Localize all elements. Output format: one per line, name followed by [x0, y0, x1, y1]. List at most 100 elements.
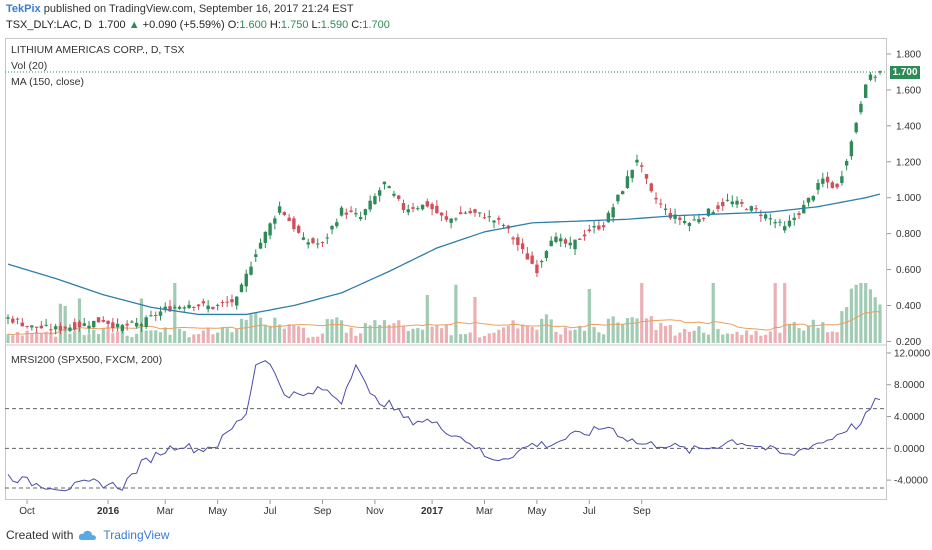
low-value: 1.590 — [320, 19, 349, 31]
candle-body — [687, 222, 692, 226]
volume-bar — [187, 337, 191, 343]
candle-body — [444, 216, 449, 220]
candle-body — [263, 231, 268, 243]
volume-bar — [459, 334, 463, 343]
price-tick-label: 0.400 — [896, 301, 921, 312]
volume-bar — [392, 323, 396, 343]
volume-bar — [173, 283, 177, 343]
moving-average-line — [7, 193, 881, 316]
volume-bar — [249, 314, 253, 343]
volume-bar — [640, 283, 644, 343]
volume-bar — [511, 320, 515, 343]
volume-bar — [501, 327, 506, 343]
candle-body — [25, 325, 29, 327]
candle-body — [649, 183, 653, 192]
volume-bar — [878, 304, 882, 343]
volume-bar — [311, 336, 315, 343]
volume-bar — [320, 333, 325, 343]
volume-bar — [463, 334, 468, 343]
candle-body — [39, 325, 44, 329]
volume-bar — [830, 331, 834, 343]
volume-bar — [354, 335, 358, 343]
tradingview-brand-link[interactable]: TradingView — [103, 528, 170, 542]
volume-bar — [783, 283, 787, 343]
volume-bar — [678, 332, 682, 343]
volume-bar — [220, 327, 225, 343]
candle-body — [73, 322, 77, 330]
volume-bar — [754, 330, 758, 343]
volume-legend[interactable]: Vol (20) — [11, 60, 48, 72]
volume-bar — [487, 333, 491, 343]
candle-body — [468, 210, 472, 214]
published-text: published on TradingView.com, September … — [43, 3, 354, 15]
volume-bar — [554, 331, 558, 343]
candle-body — [701, 218, 706, 220]
volume-bar — [406, 330, 410, 343]
last-price: 1.700 — [98, 19, 126, 31]
candle-body — [601, 225, 606, 228]
candle-body — [730, 201, 734, 205]
volume-bar — [435, 325, 439, 343]
mrsi-legend[interactable]: MRSI200 (SPX500, FXCM, 200) — [11, 354, 163, 366]
volume-bar — [806, 325, 811, 343]
candle-body — [225, 301, 229, 303]
volume-bar — [101, 328, 105, 343]
candle-body — [754, 208, 758, 210]
candle-body — [254, 254, 258, 257]
volume-bar — [144, 330, 148, 343]
volume-bar — [25, 330, 29, 343]
volume-bar — [106, 326, 110, 343]
ma-legend[interactable]: MA (150, close) — [11, 76, 84, 88]
volume-bar — [845, 307, 849, 343]
volume-bar — [778, 332, 782, 343]
candle-body — [49, 329, 53, 331]
volume-bar — [197, 334, 201, 343]
candle-body — [439, 212, 444, 216]
volume-bar — [740, 334, 744, 343]
time-tick-label: Sep — [314, 506, 332, 517]
volume-bar — [673, 335, 677, 343]
candle-body — [530, 255, 534, 264]
volume-bar — [773, 283, 777, 343]
volume-bar — [73, 331, 77, 343]
volume-bar — [420, 329, 425, 343]
volume-bar — [68, 333, 72, 343]
candle-body — [249, 266, 253, 275]
volume-bar — [835, 332, 839, 343]
volume-bar — [602, 334, 606, 343]
volume-bar — [15, 331, 20, 343]
candle-body — [587, 229, 592, 232]
candle-body — [335, 222, 339, 227]
volume-bar — [158, 332, 163, 343]
volume-bar — [378, 324, 382, 343]
volume-bar — [292, 325, 296, 343]
volume-bar — [616, 322, 620, 343]
volume-bar — [373, 320, 377, 343]
candle-body — [82, 323, 86, 326]
volume-bar — [521, 324, 525, 343]
candle-body — [549, 240, 553, 247]
footer: Created with TradingView — [6, 528, 169, 542]
volume-bar — [792, 322, 796, 343]
author-link[interactable]: TekPix — [6, 3, 41, 15]
ohlc-line: TSX_DLY:LAC, D 1.700 ▲ +0.090 (+5.59%) O… — [6, 19, 390, 31]
volume-bar — [130, 337, 134, 343]
volume-bar — [273, 317, 277, 343]
candle-body — [463, 212, 468, 214]
volume-bar — [216, 332, 220, 343]
volume-bar — [411, 328, 415, 343]
volume-bar — [92, 329, 96, 343]
volume-bar — [825, 332, 830, 343]
candle-body — [497, 217, 501, 220]
tradingview-cloud-icon — [79, 530, 97, 540]
candle-body — [377, 190, 382, 196]
volume-bar — [287, 324, 291, 343]
candle-body — [196, 304, 201, 307]
volume-bar — [849, 288, 854, 343]
volume-bar — [516, 328, 520, 343]
volume-bar — [325, 319, 329, 343]
volume-bar — [454, 284, 458, 343]
price-pane-title: LITHIUM AMERICAS CORP., D, TSX — [11, 44, 185, 56]
candle-body — [111, 322, 115, 329]
